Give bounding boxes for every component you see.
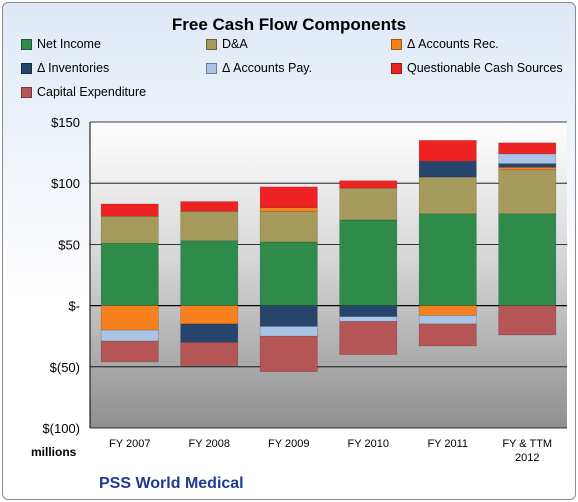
legend-item-d-a: D&A (206, 37, 248, 51)
bar-questionable-cash-sources-fy-2007 (100, 203, 159, 217)
legend-swatch (206, 38, 217, 50)
y-tick-label: $100 (51, 176, 80, 191)
company-name: PSS World Medical (99, 475, 244, 492)
x-tick-label: FY 2009 (268, 438, 309, 450)
y-tick-label: $(100) (42, 421, 80, 436)
bar-capital-expenditure-fy-2007 (100, 340, 159, 363)
bar-d-a-fy-2010 (339, 187, 398, 221)
legend-item-net-income: Net Income (21, 37, 101, 51)
legend-label: Capital Expenditure (37, 85, 147, 99)
legend-label: Δ Accounts Pay. (222, 61, 313, 75)
bar-accounts-rec-fy-2011 (418, 305, 477, 316)
x-tick-label: FY 2011 (427, 438, 468, 450)
x-tick-label: FY 2010 (348, 438, 389, 450)
bar-questionable-cash-sources-fy-2008 (180, 201, 239, 212)
bar-capital-expenditure-fy-2011 (418, 323, 477, 347)
bar-capital-expenditure-fy-ttm-2012 (498, 305, 557, 336)
bar-net-income-fy-ttm-2012 (498, 213, 557, 306)
bar-inventories-fy-2011 (418, 160, 477, 178)
legend-swatch (21, 38, 32, 50)
bar-net-income-fy-2007 (100, 242, 159, 306)
bar-accounts-pay-fy-2007 (100, 329, 159, 342)
bar-accounts-rec-fy-ttm-2012 (498, 166, 557, 171)
bar-capital-expenditure-fy-2008 (180, 342, 239, 366)
bar-inventories-fy-2010 (339, 305, 398, 317)
bar-net-income-fy-2011 (418, 213, 477, 306)
bar-inventories-fy-2009 (259, 305, 318, 327)
bar-accounts-pay-fy-2010 (339, 316, 398, 322)
bar-inventories-fy-2008 (180, 323, 239, 343)
bar-accounts-rec-fy-2007 (100, 305, 159, 331)
bar-net-income-fy-2009 (259, 241, 318, 306)
legend-item-accounts-rec: Δ Accounts Rec. (391, 37, 499, 51)
bar-questionable-cash-sources-fy-2011 (418, 140, 477, 162)
bar-questionable-cash-sources-fy-ttm-2012 (498, 142, 557, 155)
x-tick-label: FY 2008 (189, 438, 230, 450)
bar-d-a-fy-2007 (100, 215, 159, 244)
y-tick-label: $(50) (50, 360, 80, 375)
bar-net-income-fy-2008 (180, 240, 239, 306)
legend-item-capital-expenditure: Capital Expenditure (21, 85, 146, 99)
chart-title: Free Cash Flow Components (171, 15, 407, 34)
y-tick-label: $150 (51, 115, 80, 130)
bar-d-a-fy-ttm-2012 (498, 169, 557, 215)
bar-accounts-rec-fy-2008 (180, 305, 239, 325)
bar-d-a-fy-2009 (259, 211, 318, 243)
legend-label: Net Income (37, 37, 101, 51)
bar-inventories-fy-ttm-2012 (498, 163, 557, 168)
bar-d-a-fy-2008 (180, 211, 239, 242)
x-tick-label: FY 2007 (109, 438, 150, 450)
x-tick-label: FY & TTM (502, 438, 552, 450)
bar-accounts-pay-fy-ttm-2012 (498, 153, 557, 164)
bar-capital-expenditure-fy-2010 (339, 321, 398, 355)
legend-swatch (391, 38, 402, 50)
plot-background (90, 122, 567, 428)
legend-label: D&A (222, 37, 248, 51)
y-tick-label: $50 (58, 237, 80, 252)
legend-swatch (21, 62, 32, 74)
bar-questionable-cash-sources-fy-2009 (259, 186, 318, 208)
legend-label: Δ Inventories (37, 61, 110, 75)
bar-accounts-rec-fy-2009 (259, 207, 318, 212)
legend-swatch (21, 86, 32, 98)
legend-item-accounts-pay: Δ Accounts Pay. (206, 61, 312, 75)
bar-questionable-cash-sources-fy-2010 (339, 180, 398, 189)
bar-accounts-pay-fy-2009 (259, 326, 318, 337)
bar-capital-expenditure-fy-2009 (259, 335, 318, 372)
unit-label: millions (31, 445, 77, 459)
bar-net-income-fy-2010 (339, 219, 398, 306)
bar-d-a-fy-2011 (418, 176, 477, 215)
legend-swatch (391, 62, 402, 74)
bar-accounts-pay-fy-2011 (418, 315, 477, 325)
legend-label: Δ Accounts Rec. (407, 37, 499, 51)
x-tick-label: 2012 (515, 452, 539, 464)
plot-area: $150 $100 $50 $- $(50) $(100) FY 2007 FY 2008 FY… (42, 115, 567, 464)
legend-item-inventories: Δ Inventories (21, 61, 109, 75)
y-tick-label: $- (68, 299, 80, 314)
legend-swatch (206, 62, 217, 74)
legend-label: Questionable Cash Sources (407, 61, 563, 75)
legend-item-questionable-cash-sources: Questionable Cash Sources (391, 61, 563, 75)
